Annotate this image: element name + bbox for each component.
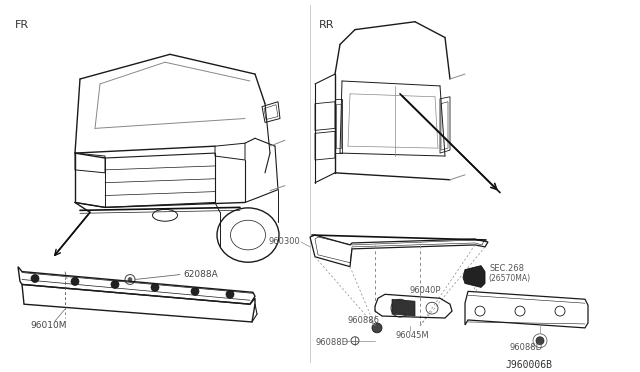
Circle shape bbox=[111, 280, 119, 288]
Text: 960300: 960300 bbox=[268, 237, 300, 247]
Circle shape bbox=[372, 323, 382, 333]
Text: 960886: 960886 bbox=[348, 316, 380, 325]
Text: J960006B: J960006B bbox=[505, 360, 552, 371]
Circle shape bbox=[151, 283, 159, 291]
Text: (26570MA): (26570MA) bbox=[488, 273, 530, 283]
Text: RR: RR bbox=[319, 20, 334, 30]
Text: 96045M: 96045M bbox=[395, 331, 429, 340]
Circle shape bbox=[536, 337, 544, 345]
Circle shape bbox=[71, 278, 79, 285]
Circle shape bbox=[128, 278, 132, 282]
Text: 96040P: 96040P bbox=[410, 286, 442, 295]
Circle shape bbox=[191, 288, 199, 295]
Text: 62088A: 62088A bbox=[183, 270, 218, 279]
Text: 96010M: 96010M bbox=[30, 321, 67, 330]
Text: 96088D: 96088D bbox=[510, 343, 543, 352]
Text: 96088D: 96088D bbox=[315, 338, 348, 347]
Text: SEC.268: SEC.268 bbox=[490, 264, 525, 273]
Circle shape bbox=[226, 291, 234, 298]
Polygon shape bbox=[463, 266, 485, 288]
Circle shape bbox=[31, 275, 39, 282]
Text: FR: FR bbox=[15, 20, 29, 30]
Polygon shape bbox=[392, 299, 415, 316]
